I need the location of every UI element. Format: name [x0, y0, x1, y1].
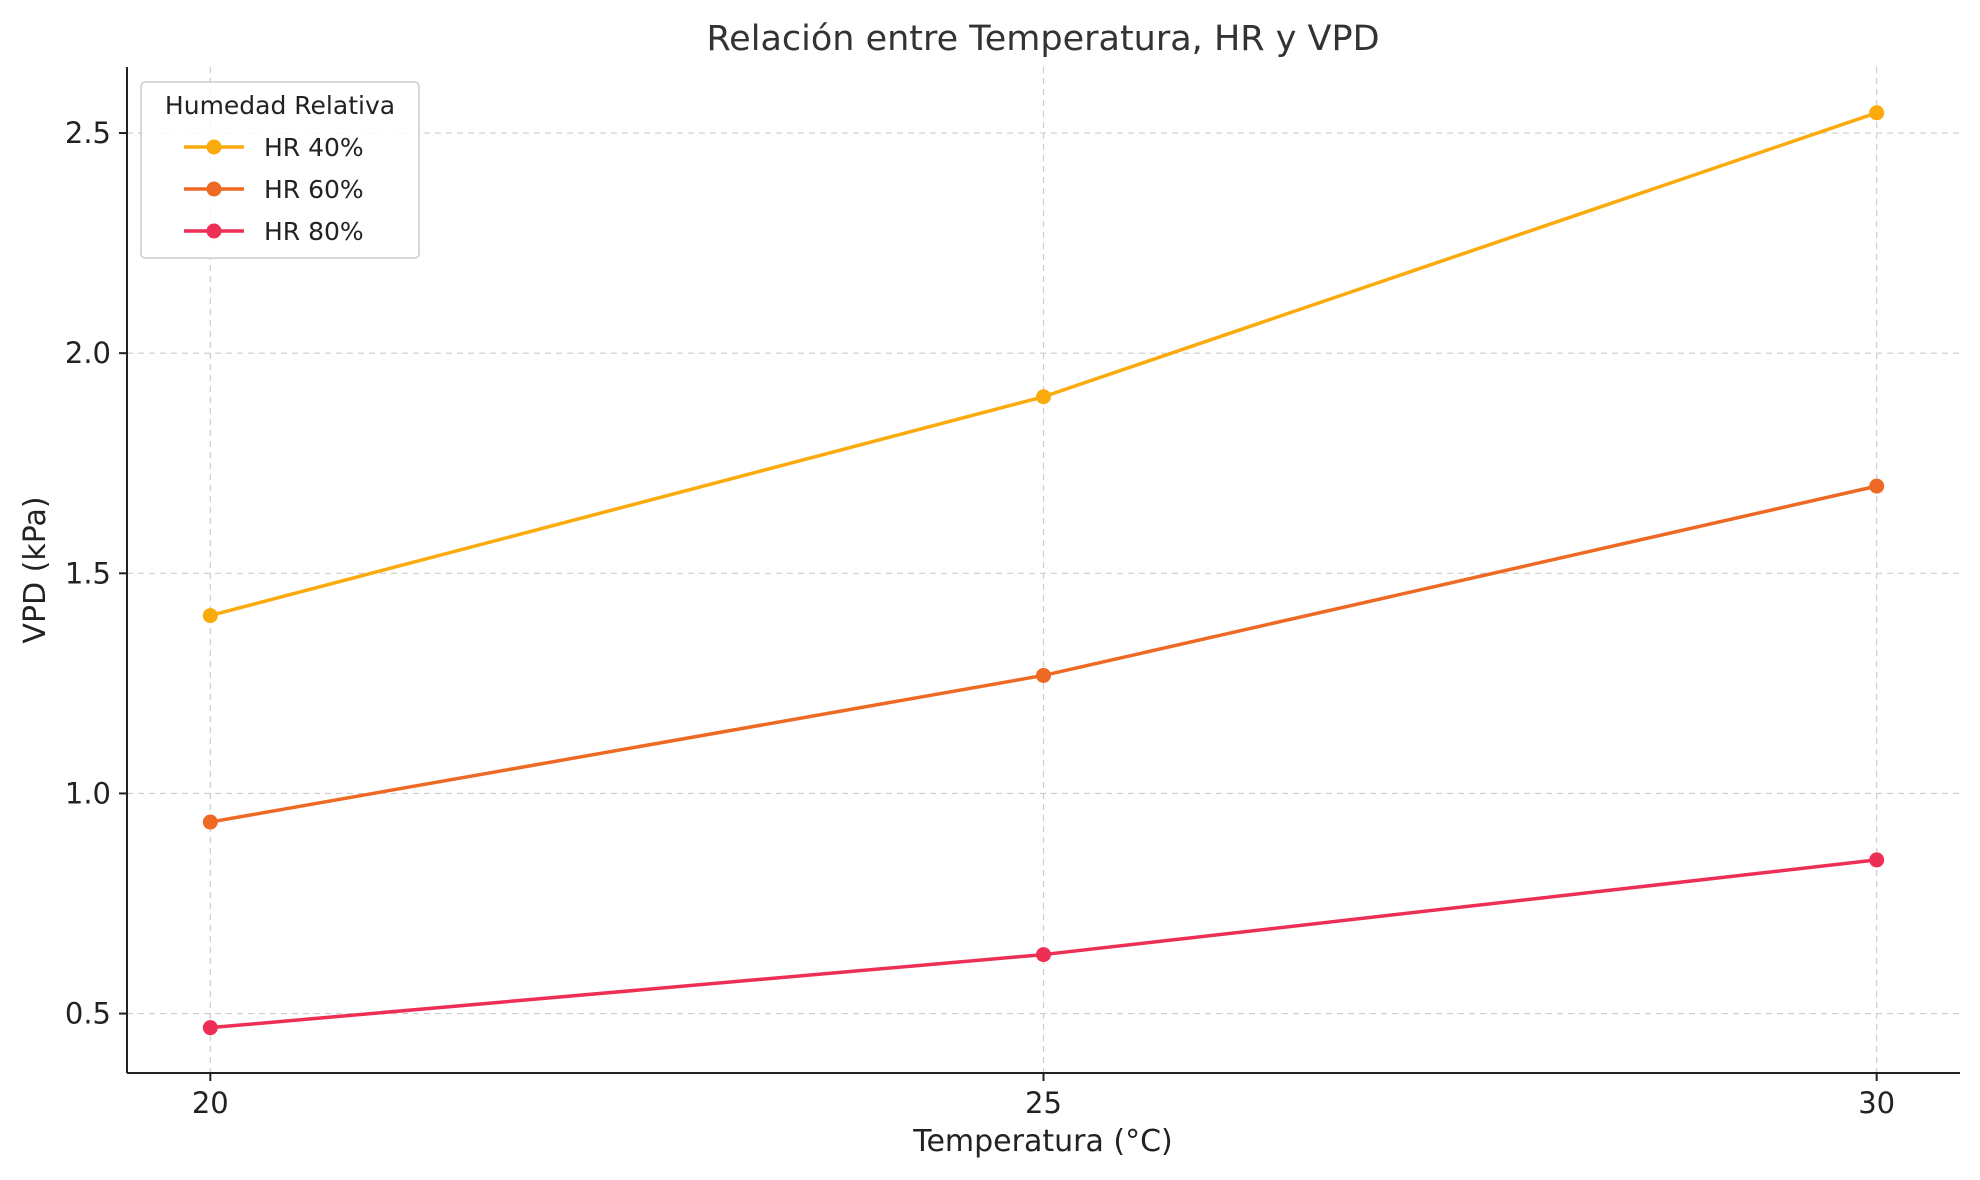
y-tick-label: 0.5: [65, 997, 111, 1031]
y-tick-label: 1.5: [65, 556, 111, 590]
data-point: [202, 608, 218, 624]
data-point: [1036, 947, 1051, 963]
legend-swatch-marker: [206, 181, 222, 197]
legend-swatch-marker: [206, 223, 222, 239]
data-point: [1036, 667, 1051, 683]
legend-label: HR 80%: [264, 217, 364, 246]
y-ticks: 0.5 1.0 1.5 2.0 2.5: [65, 116, 127, 1031]
data-point: [1869, 105, 1885, 121]
x-tick-label: 25: [1025, 1086, 1062, 1120]
x-axis-label: Temperatura (°C): [912, 1124, 1173, 1159]
data-point: [1869, 478, 1885, 494]
chart-title: Relación entre Temperatura, HR y VPD: [706, 19, 1379, 59]
x-tick-label: 30: [1858, 1086, 1895, 1120]
legend: Humedad Relativa HR 40% HR 60% HR 80%: [140, 81, 420, 259]
legend-box: [140, 81, 420, 259]
legend-label: HR 60%: [264, 175, 364, 204]
legend-label: HR 40%: [264, 133, 364, 162]
data-point: [202, 814, 218, 830]
y-tick-label: 1.0: [65, 776, 111, 810]
data-point: [202, 1020, 218, 1036]
legend-swatch-marker: [206, 139, 222, 155]
grid: [127, 67, 1960, 1073]
y-tick-label: 2.0: [65, 336, 111, 370]
y-tick-label: 2.5: [65, 116, 111, 150]
series-layer: [202, 105, 1885, 1036]
x-ticks: 20 25 30: [192, 1073, 1895, 1120]
y-axis-label: VPD (kPa): [18, 496, 53, 643]
data-point: [1036, 389, 1051, 405]
legend-title: Humedad Relativa: [165, 91, 395, 120]
x-tick-label: 20: [192, 1086, 229, 1120]
data-point: [1869, 852, 1885, 868]
